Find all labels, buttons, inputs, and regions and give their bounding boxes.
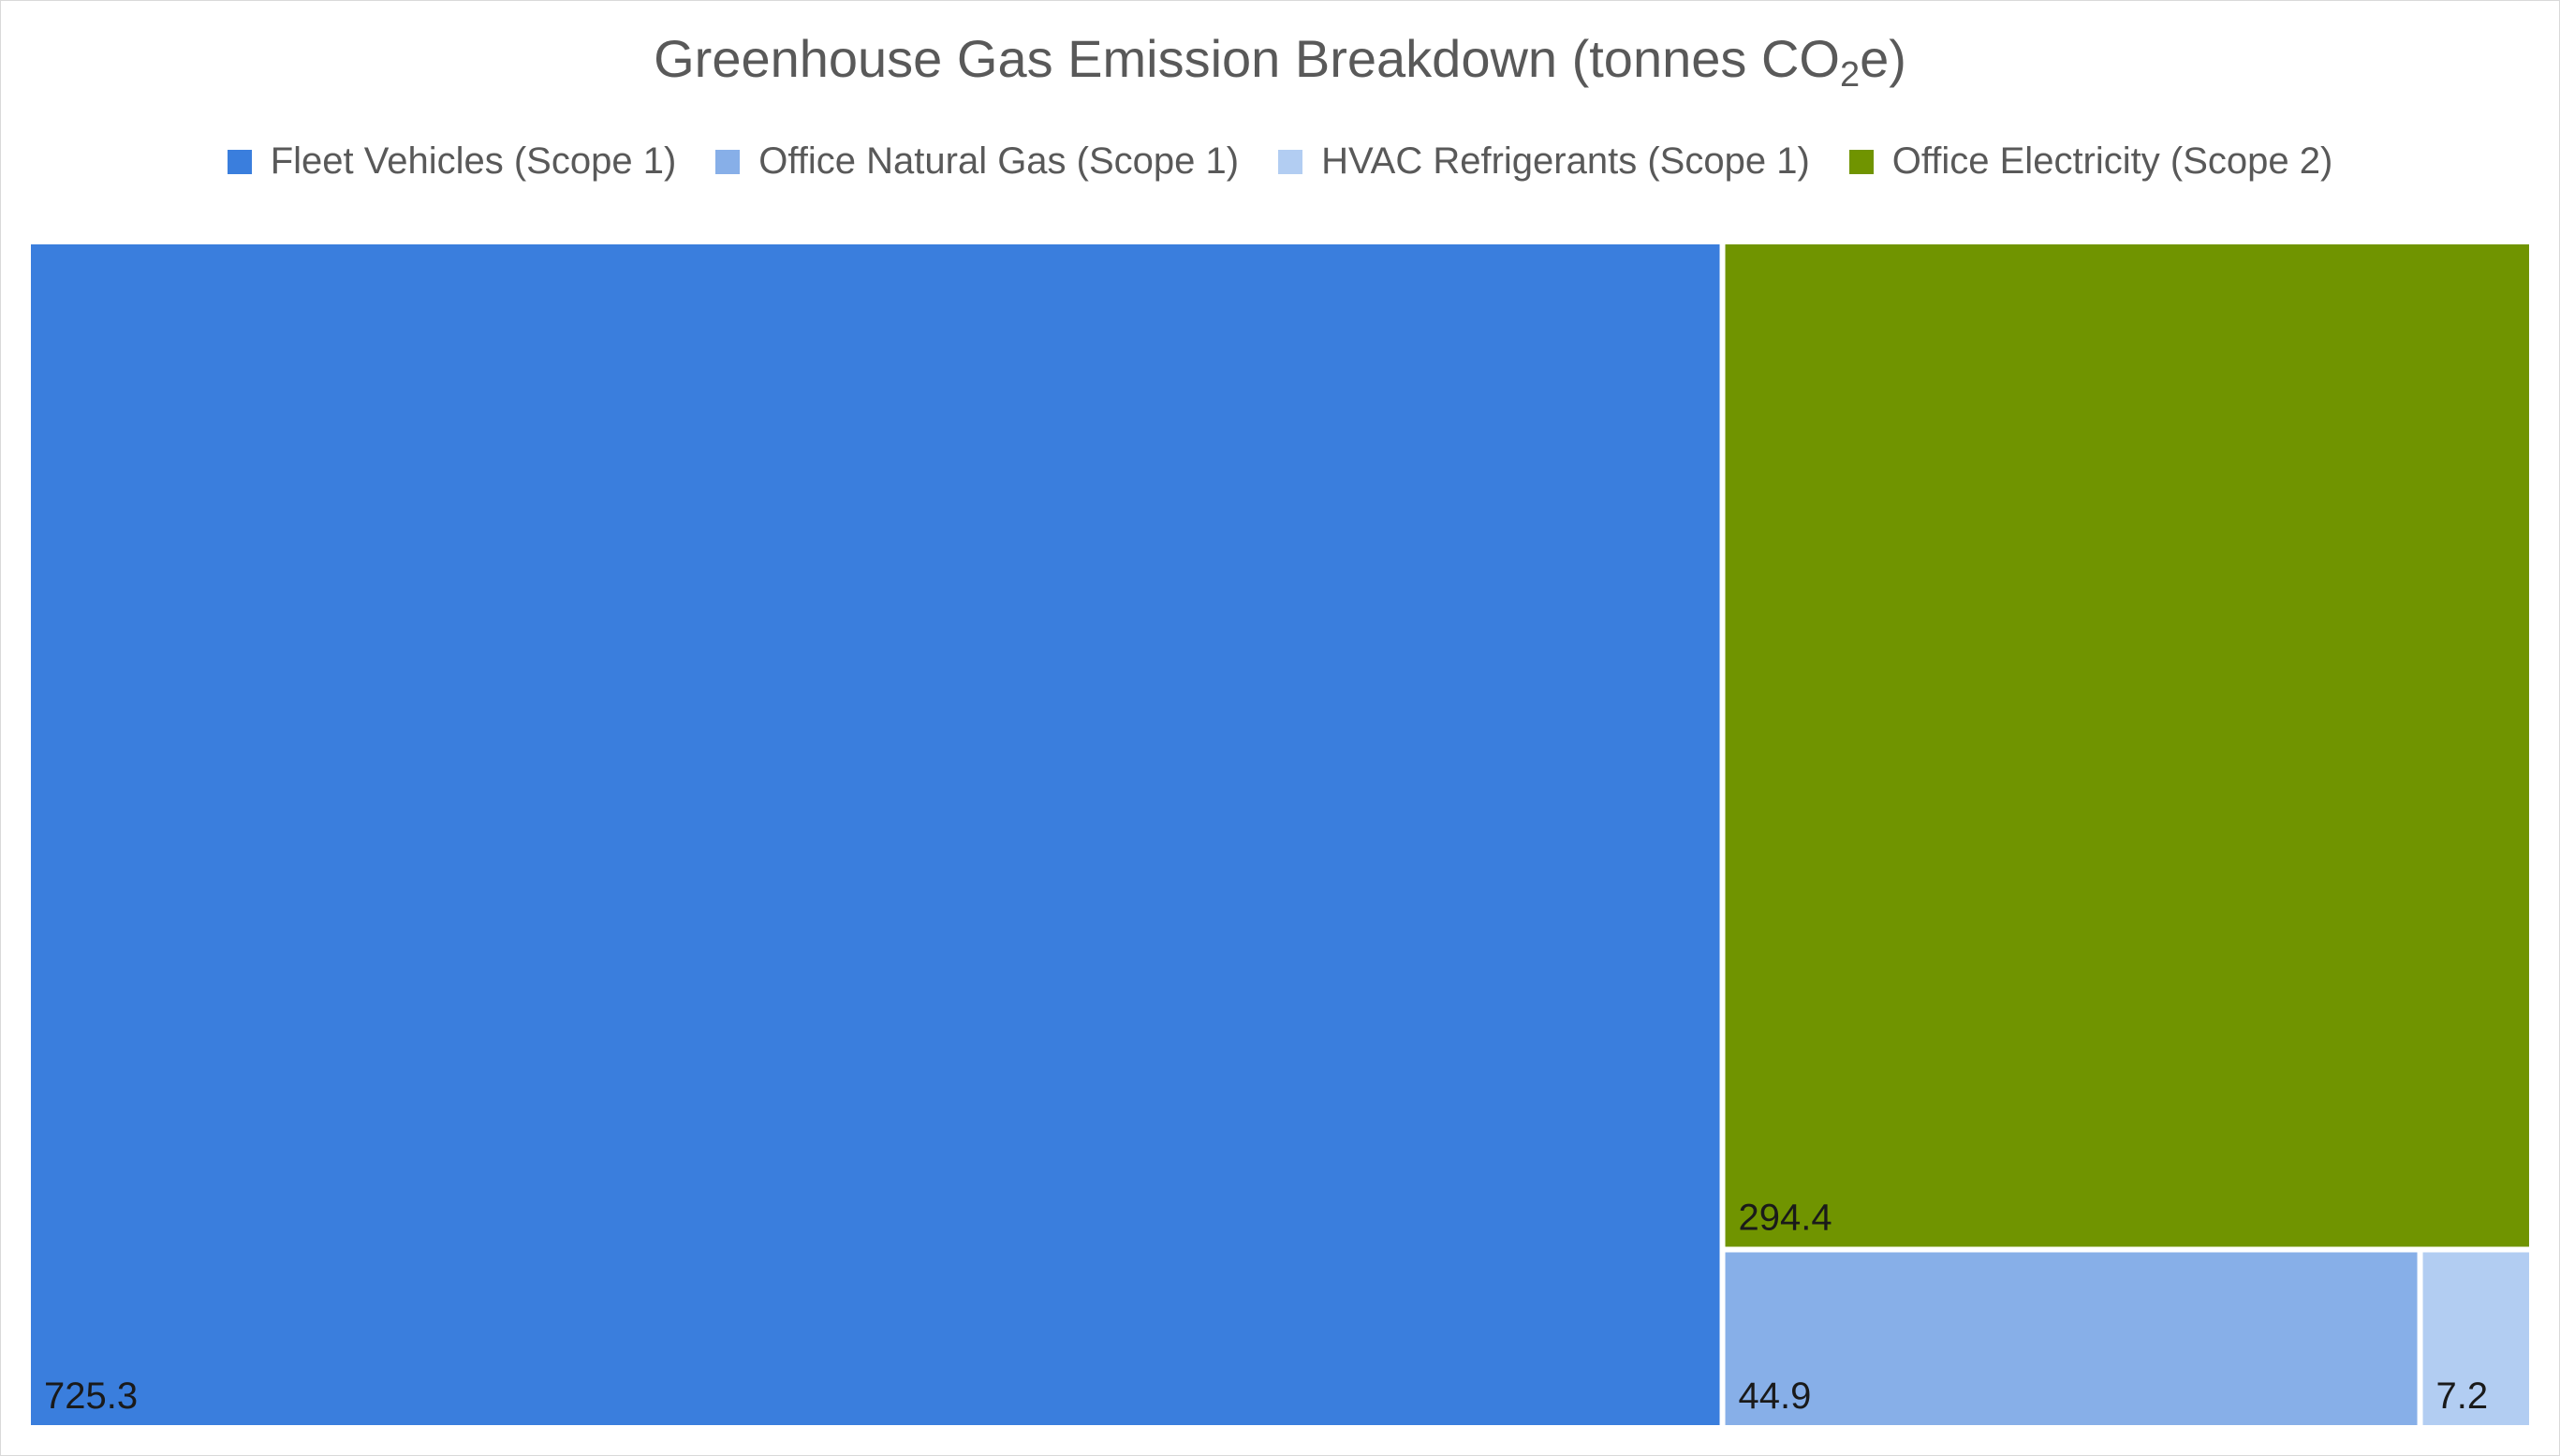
legend-swatch-office-natural-gas (715, 149, 741, 174)
chart-title-suffix: e) (1860, 29, 1906, 88)
treemap-label-fleet-vehicles: 725.3 (44, 1375, 138, 1417)
chart-title-subscript: 2 (1839, 55, 1861, 95)
treemap-label-hvac-refrigerants: 7.2 (2436, 1375, 2489, 1417)
legend-swatch-fleet-vehicles (227, 149, 252, 174)
legend-label-fleet-vehicles: Fleet Vehicles (Scope 1) (270, 140, 677, 182)
legend-item-hvac-refrigerants[interactable]: HVAC Refrigerants (Scope 1) (1278, 140, 1810, 183)
chart-title: Greenhouse Gas Emission Breakdown (tonne… (0, 28, 2560, 93)
chart-title-text: Greenhouse Gas Emission Breakdown (tonne… (654, 29, 1840, 88)
legend-swatch-hvac-refrigerants (1278, 149, 1303, 174)
legend-label-office-natural-gas: Office Natural Gas (Scope 1) (758, 140, 1240, 182)
legend-item-office-electricity[interactable]: Office Electricity (Scope 2) (1848, 140, 2333, 183)
treemap-tile-fleet-vehicles[interactable] (31, 244, 1720, 1425)
treemap-tile-office-electricity[interactable] (1725, 244, 2529, 1247)
legend-label-hvac-refrigerants: HVAC Refrigerants (Scope 1) (1321, 140, 1810, 182)
treemap-label-office-electricity: 294.4 (1739, 1197, 1832, 1238)
treemap-tile-hvac-refrigerants[interactable] (2422, 1252, 2529, 1425)
treemap-tile-office-natural-gas[interactable] (1725, 1252, 2418, 1425)
legend-item-fleet-vehicles[interactable]: Fleet Vehicles (Scope 1) (227, 140, 677, 183)
legend-swatch-office-electricity (1848, 149, 1874, 174)
treemap-label-office-natural-gas: 44.9 (1739, 1375, 1812, 1417)
legend-label-office-electricity: Office Electricity (Scope 2) (1891, 140, 2333, 182)
legend-item-office-natural-gas[interactable]: Office Natural Gas (Scope 1) (715, 140, 1239, 183)
chart-legend: Fleet Vehicles (Scope 1) Office Natural … (0, 140, 2560, 183)
